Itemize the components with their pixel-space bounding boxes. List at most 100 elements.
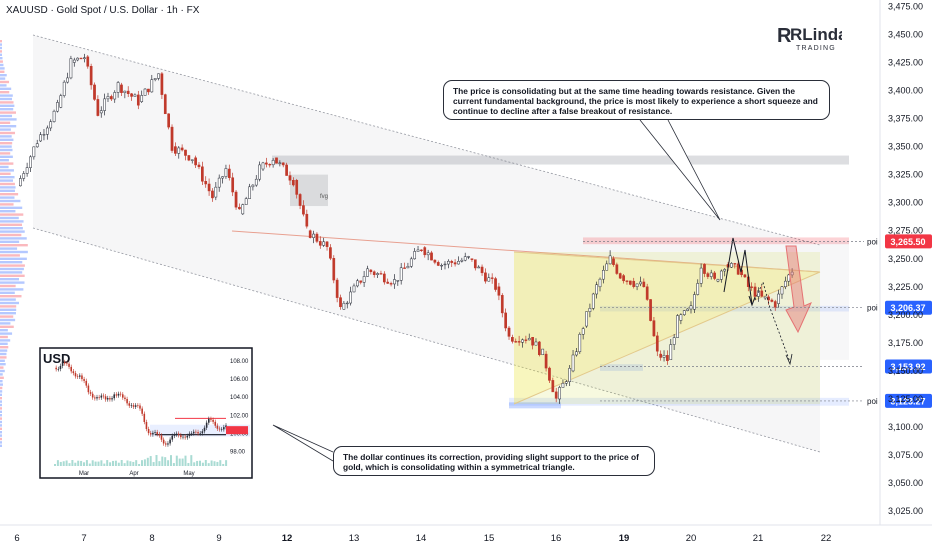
candle-body <box>342 302 346 310</box>
candle-body <box>382 273 386 283</box>
price-axis[interactable]: 3,265.50 3,206.37 3,153.92 3,123.27 3,475.00… <box>885 1 932 516</box>
y-tick-label: 3,100.00 <box>888 422 923 432</box>
candle-body <box>403 267 406 269</box>
inset-candle-body <box>122 394 124 398</box>
candle-body <box>281 162 285 166</box>
inset-candle-body <box>89 392 92 394</box>
profile-bar <box>0 400 2 403</box>
candle-body <box>595 284 598 295</box>
profile-bar <box>0 240 20 243</box>
candle-body <box>750 286 754 288</box>
candle-body <box>201 166 204 182</box>
candle-body <box>463 256 467 261</box>
inset-volume-bar <box>114 460 117 466</box>
profile-bar <box>0 335 8 339</box>
inset-volume-bar <box>74 462 77 466</box>
candle-body <box>628 280 632 285</box>
profile-bar <box>0 403 2 407</box>
candle-body <box>359 280 363 283</box>
candle-body <box>143 88 147 96</box>
inset-candle-body <box>208 418 210 423</box>
inset-candle-body <box>188 433 191 436</box>
profile-bar <box>0 254 20 257</box>
annotation-bottom[interactable]: The dollar continues its correction, pro… <box>333 446 655 476</box>
x-tick-label: 9 <box>216 533 221 544</box>
candle-body <box>713 272 716 279</box>
profile-bar <box>0 199 21 203</box>
inset-volume-bar <box>201 462 204 466</box>
profile-bar <box>0 237 27 240</box>
candle-body <box>709 272 713 277</box>
inset-candle-body <box>63 362 66 364</box>
candle-body <box>187 155 191 161</box>
inset-candle-body <box>126 399 128 404</box>
candle-body <box>413 251 417 260</box>
profile-bar <box>0 267 24 271</box>
inset-volume-bar <box>155 455 158 466</box>
inset-candle-body <box>165 443 167 445</box>
channel-fill <box>33 35 820 452</box>
inset-candle-body <box>61 362 64 366</box>
level-label: poi <box>867 304 878 313</box>
candle-body <box>83 57 86 59</box>
profile-bar <box>0 281 25 284</box>
inset-volume-bar <box>184 455 187 466</box>
candle-body <box>278 162 282 164</box>
inset-candle-body <box>186 435 189 438</box>
candle-body <box>561 383 565 388</box>
candle-body <box>436 262 440 266</box>
inset-candle-body <box>72 371 75 374</box>
inset-candle-body <box>197 432 199 434</box>
profile-bar <box>0 397 2 400</box>
symmetrical-triangle <box>513 251 821 405</box>
profile-bar <box>0 298 16 301</box>
candle-body <box>618 273 622 279</box>
profile-bar <box>0 63 4 67</box>
y-tick-label: 3,175.00 <box>888 338 923 348</box>
inset-candle-body <box>182 436 184 438</box>
inset-volume-bar <box>65 460 68 466</box>
profile-bar <box>0 369 5 373</box>
time-axis[interactable]: 6 7 8 9 12 13 14 15 16 19 20 21 22 <box>14 533 831 544</box>
symbol-header[interactable]: XAUUSD · Gold Spot / U.S. Dollar · 1h · … <box>6 5 200 16</box>
inset-volume-bar <box>213 461 216 466</box>
candle-body <box>160 73 164 95</box>
inset-candle-body <box>220 429 223 430</box>
inset-candle-body <box>113 394 115 399</box>
triangle-upper <box>513 251 821 273</box>
profile-bar <box>0 203 14 206</box>
candle-body <box>655 335 659 352</box>
profile-bar <box>0 383 3 386</box>
profile-bar <box>0 386 3 390</box>
profile-bar <box>0 325 14 328</box>
inset-candle-body <box>210 418 212 420</box>
annotation-top[interactable]: The price is consolidating but at the sa… <box>443 80 830 120</box>
candle-body <box>110 96 113 100</box>
profile-bar <box>0 312 16 315</box>
profile-bar <box>0 196 15 199</box>
profile-bar <box>0 427 2 430</box>
profile-bar <box>0 220 24 223</box>
candle-body <box>86 56 90 67</box>
inset-volume-bar <box>100 460 103 466</box>
candle-body <box>120 84 123 93</box>
profile-bar <box>0 77 6 80</box>
candle-body <box>190 159 194 161</box>
candle-body <box>116 82 120 93</box>
candle-body <box>733 263 737 265</box>
inset-volume-bar <box>204 460 207 466</box>
candle-body <box>89 66 93 86</box>
profile-bar <box>0 60 3 63</box>
candle-body <box>349 291 352 304</box>
candle-body <box>494 278 497 290</box>
candle-body <box>433 259 437 263</box>
candle-body <box>231 177 235 193</box>
y-tick-label: 3,050.00 <box>888 478 923 488</box>
inset-candle-body <box>87 385 90 393</box>
candle-body <box>214 186 218 198</box>
candle-body <box>443 263 447 266</box>
inset-candle-body <box>167 443 169 445</box>
inset-candle-body <box>223 427 225 430</box>
candle-body <box>531 337 534 346</box>
profile-bar <box>0 118 17 121</box>
